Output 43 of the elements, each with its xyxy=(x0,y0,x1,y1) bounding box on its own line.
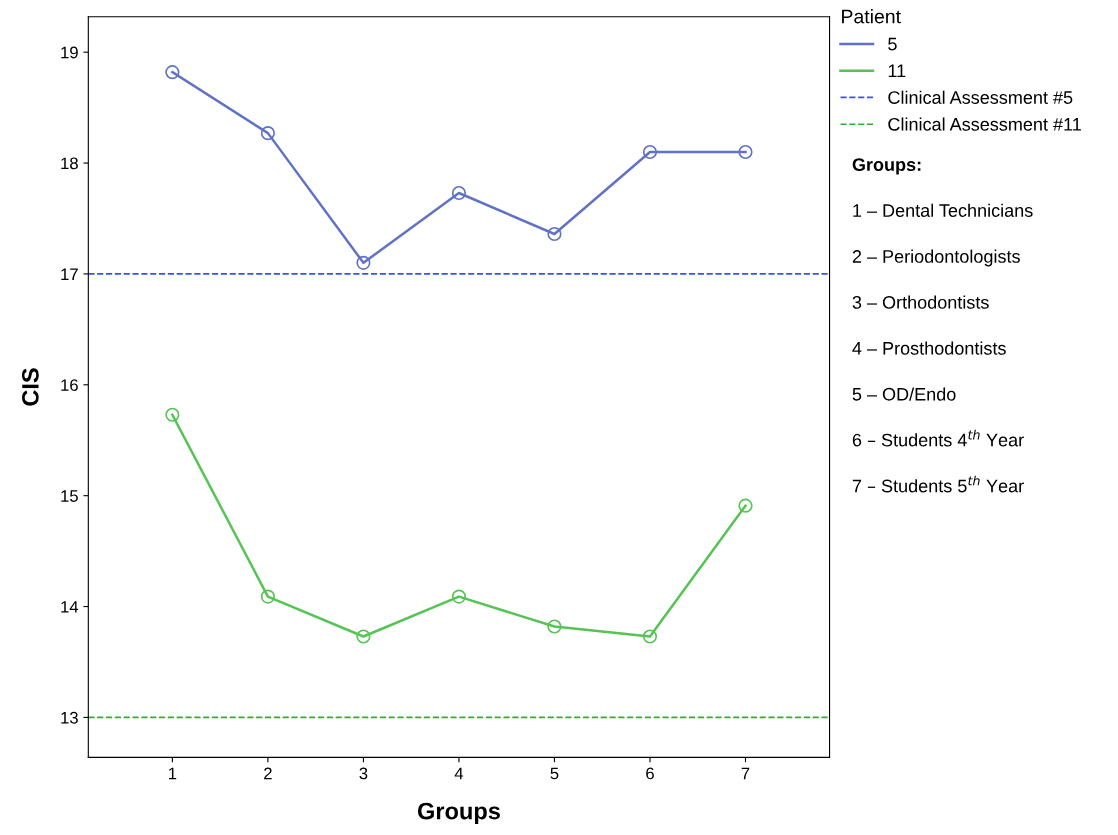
legend-label: Clinical Assessment #5 xyxy=(888,90,1073,104)
text: Groups: xyxy=(852,158,921,175)
text: 4 – Prosthodontists xyxy=(852,341,1006,355)
legend-title: Patient xyxy=(842,9,901,24)
legend-label: 11 xyxy=(888,64,906,78)
x-tick-label: 1 xyxy=(169,767,177,780)
point xyxy=(451,589,467,604)
point xyxy=(547,619,562,634)
point xyxy=(738,498,753,513)
text: 1 – Dental Technicians xyxy=(853,203,1033,217)
text: 2 – Periodontologists xyxy=(852,249,1020,267)
y-tick-label: 19 xyxy=(61,46,78,59)
legend-label: Clinical Assessment #11 xyxy=(888,117,1081,131)
y-axis-title: CIS xyxy=(22,368,39,406)
point xyxy=(547,226,562,242)
text: 6 – Students 4$^{th}$ Year xyxy=(852,429,1024,447)
point xyxy=(356,255,371,270)
point xyxy=(642,629,658,644)
x-tick-label: 5 xyxy=(550,767,559,780)
x-tick-label: 7 xyxy=(741,767,750,780)
point xyxy=(738,144,753,160)
point xyxy=(356,629,371,644)
x-tick-label: 6 xyxy=(646,767,654,780)
point xyxy=(165,65,180,80)
text: 5 – OD/Endo xyxy=(852,387,956,401)
y-tick-label: 13 xyxy=(61,711,78,724)
point xyxy=(642,144,658,160)
point xyxy=(260,589,275,604)
x-axis-title: Groups xyxy=(417,802,500,825)
text: 7 – Students 5$^{th}$ Year xyxy=(852,475,1024,493)
point xyxy=(260,126,275,141)
y-tick-label: 14 xyxy=(61,601,79,613)
text: 3 – Orthodontists xyxy=(852,295,989,309)
x-tick-label: 4 xyxy=(454,767,464,780)
point xyxy=(165,407,180,422)
legend-label: 5 xyxy=(888,37,897,51)
x-tick-label: 3 xyxy=(359,767,368,780)
point xyxy=(451,185,467,201)
x-tick-label: 2 xyxy=(264,767,272,780)
y-tick-label: 15 xyxy=(61,490,78,502)
y-tick-label: 17 xyxy=(61,268,78,280)
y-tick-label: 16 xyxy=(61,379,78,392)
y-tick-label: 18 xyxy=(61,157,78,170)
